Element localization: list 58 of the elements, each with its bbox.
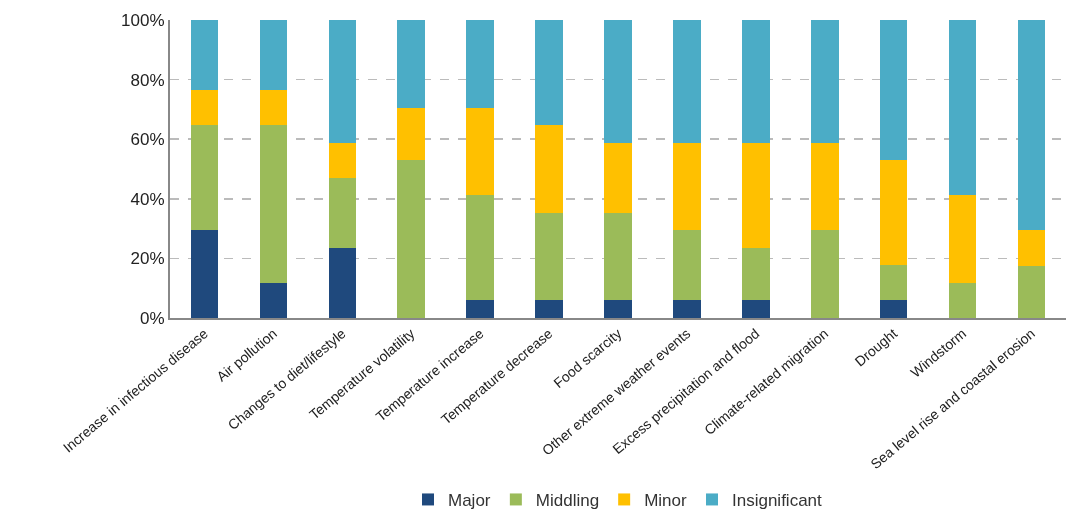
bar: [1017, 265, 1046, 318]
bar: [810, 142, 839, 231]
bar: [259, 282, 288, 318]
y-tick-label: 80%: [130, 70, 165, 90]
bar: [328, 247, 357, 318]
bar: [604, 300, 632, 318]
bar: [259, 125, 288, 283]
y-tick-label: 20%: [130, 249, 165, 269]
bar: [673, 142, 701, 231]
bar: [879, 265, 908, 301]
y-tick-label: 100%: [121, 10, 165, 30]
bar: [810, 20, 839, 143]
bar: [948, 20, 977, 196]
bar: [742, 142, 770, 248]
bar: [397, 107, 426, 161]
bar: [742, 20, 770, 143]
bar: [466, 300, 494, 318]
bar: [604, 142, 632, 213]
bar: [879, 160, 908, 266]
bar: [604, 212, 632, 301]
bar: [397, 20, 426, 108]
bar: [328, 142, 357, 178]
bar: [742, 300, 770, 318]
legend-label: Middling: [535, 491, 600, 511]
bar: [879, 20, 908, 161]
bar: [673, 20, 701, 143]
bar: [742, 247, 770, 301]
bar: [466, 107, 494, 196]
bar: [535, 300, 563, 318]
bar: [673, 300, 701, 318]
bar: [190, 230, 219, 318]
legend-label: Minor: [644, 491, 688, 511]
bar: [190, 20, 219, 91]
bar: [948, 282, 977, 318]
bar: [1017, 20, 1046, 231]
bar: [673, 230, 701, 301]
bar: [535, 212, 563, 301]
bar: [397, 160, 426, 318]
y-tick-label: 0%: [140, 308, 165, 328]
legend-label: Major: [448, 491, 491, 511]
bar: [259, 90, 288, 126]
bar: [604, 20, 632, 143]
bar: [328, 20, 357, 143]
bar: [879, 300, 908, 318]
y-tick-label: 40%: [130, 189, 165, 209]
bar: [190, 90, 219, 126]
bar: [1017, 230, 1046, 266]
bar: [535, 125, 563, 213]
y-tick-label: 60%: [130, 130, 165, 150]
legend-label: Insignificant: [732, 491, 823, 511]
bar: [190, 125, 219, 231]
bar: [466, 20, 494, 108]
bar: [535, 20, 563, 126]
bar: [810, 230, 839, 318]
bar: [328, 177, 357, 248]
bar: [259, 20, 288, 91]
bar: [948, 195, 977, 283]
bar: [466, 195, 494, 301]
